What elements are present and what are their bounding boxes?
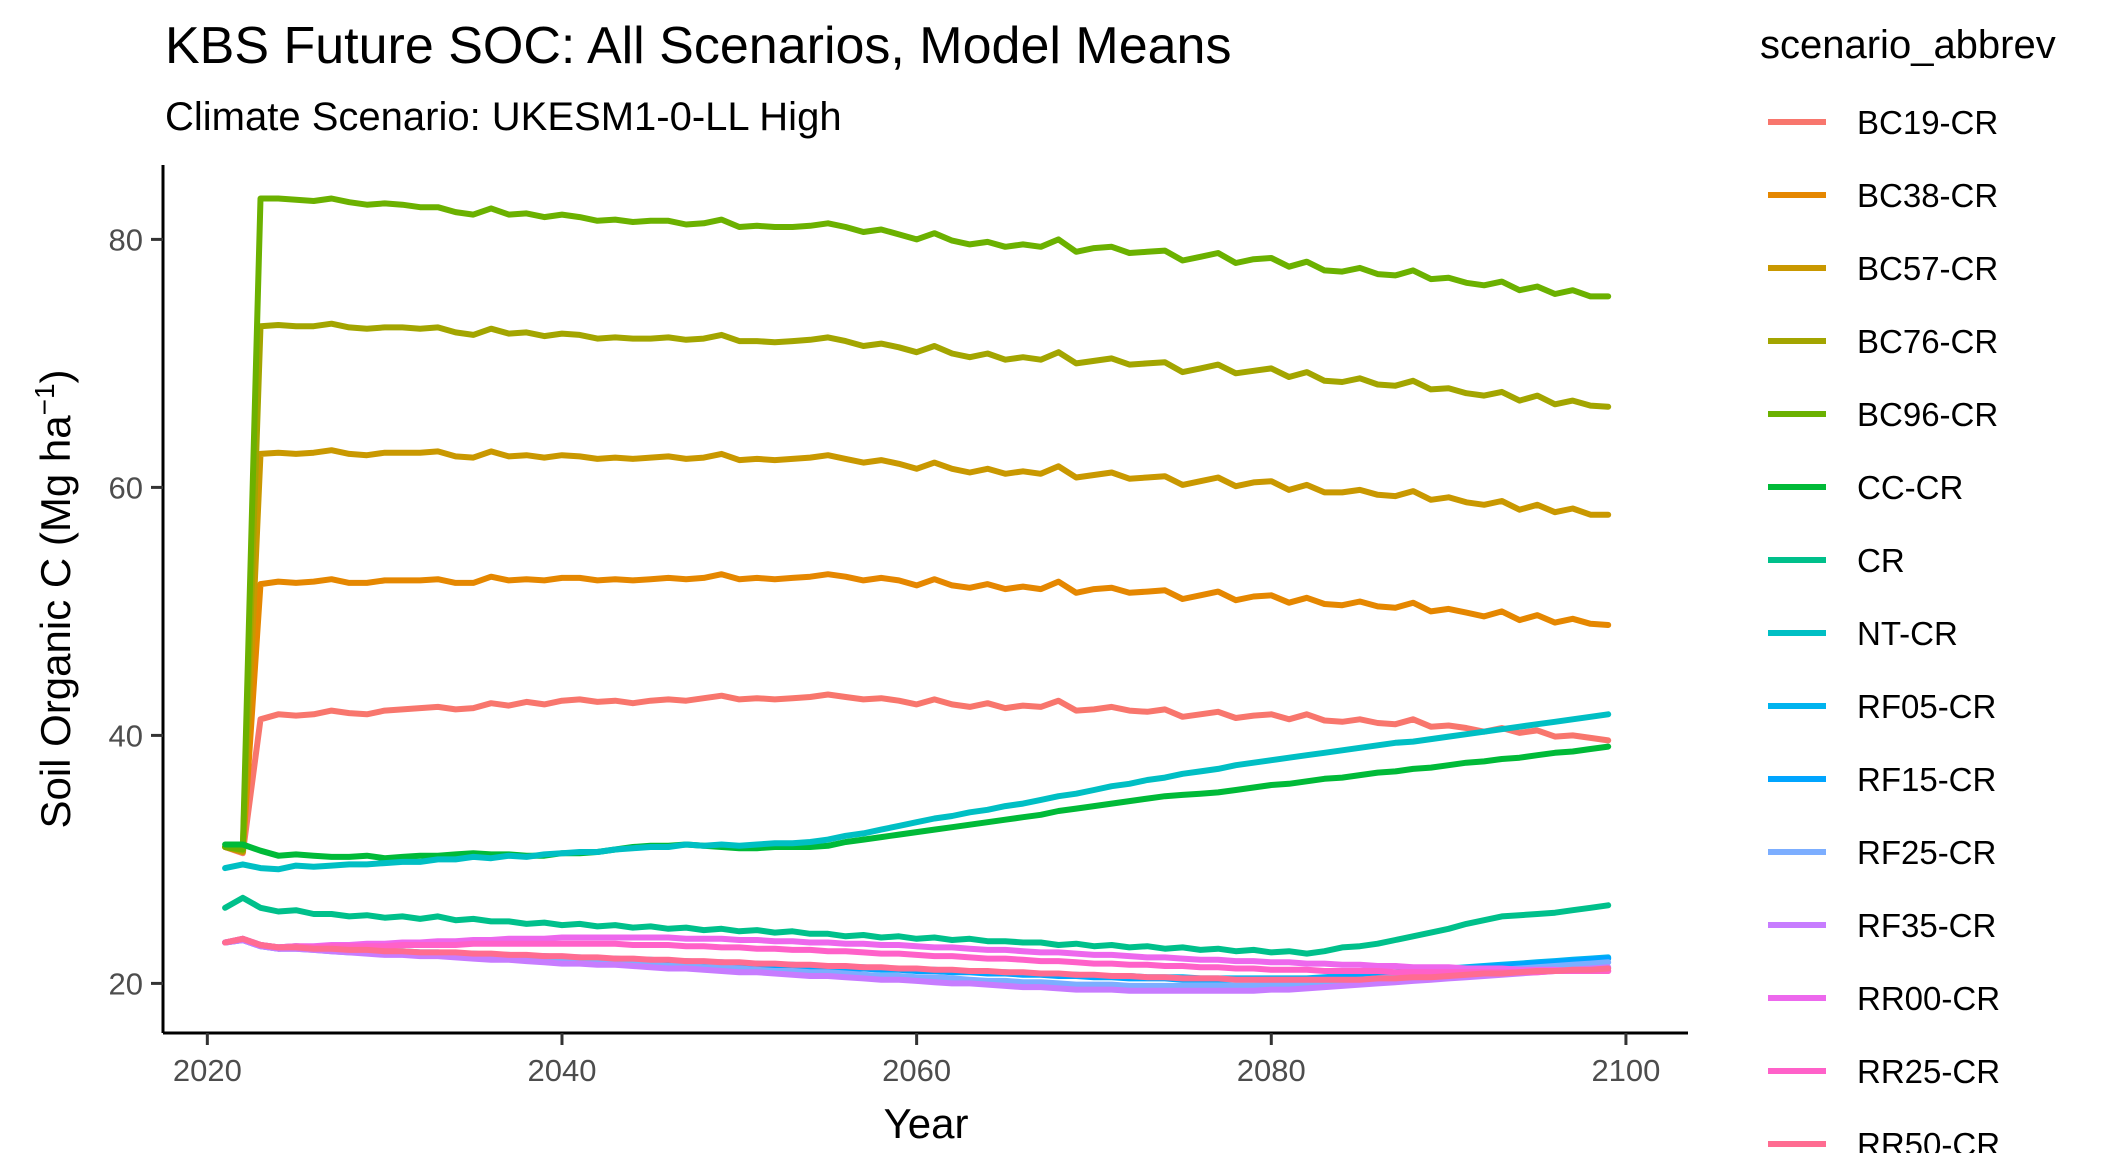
y-axis-title-close: ) bbox=[32, 369, 79, 383]
legend-item: BC19-CR bbox=[1768, 104, 1998, 141]
series-line-nt-cr bbox=[222, 711, 1612, 873]
y-tick-label: 40 bbox=[109, 718, 143, 753]
legend-title: scenario_abbrev bbox=[1760, 23, 2056, 67]
legend-item: BC96-CR bbox=[1768, 396, 1998, 433]
legend-label: RF25-CR bbox=[1857, 834, 1996, 871]
chart-title: KBS Future SOC: All Scenarios, Model Mea… bbox=[165, 17, 1231, 75]
plot-lines bbox=[222, 195, 1612, 994]
legend-label: BC96-CR bbox=[1857, 396, 1998, 433]
x-axis-title: Year bbox=[884, 1100, 969, 1147]
legend-item: RR00-CR bbox=[1768, 980, 2000, 1017]
legend-item: BC38-CR bbox=[1768, 177, 1998, 214]
x-tick-label: 2060 bbox=[882, 1053, 951, 1088]
legend-label: CC-CR bbox=[1857, 469, 1963, 506]
series-line-rr00-cr bbox=[222, 934, 1612, 974]
series-line-bc76-cr bbox=[222, 320, 1612, 854]
legend-item: NT-CR bbox=[1768, 615, 1958, 652]
legend-label: BC57-CR bbox=[1857, 250, 1998, 287]
series-line-rr25-cr bbox=[222, 935, 1612, 976]
legend-item: BC76-CR bbox=[1768, 323, 1998, 360]
legend-label: RF35-CR bbox=[1857, 907, 1996, 944]
y-axis-title: Soil Organic C (Mg ha−1) bbox=[29, 369, 79, 828]
x-tick-label: 2020 bbox=[173, 1053, 242, 1088]
legend-item: RF05-CR bbox=[1768, 688, 1996, 725]
legend-label: CR bbox=[1857, 542, 1905, 579]
legend-item: CR bbox=[1768, 542, 1905, 579]
legend-label: NT-CR bbox=[1857, 615, 1958, 652]
series-line-bc38-cr bbox=[222, 571, 1612, 855]
legend-item: RF25-CR bbox=[1768, 834, 1996, 871]
y-axis-title-unit-sup: −1 bbox=[29, 383, 60, 415]
y-tick-label: 80 bbox=[109, 222, 143, 257]
series-line-rr50-cr bbox=[222, 935, 1612, 983]
x-tick-label: 2040 bbox=[527, 1053, 596, 1088]
series-line-rf35-cr bbox=[222, 937, 1612, 994]
legend-label: RR25-CR bbox=[1857, 1053, 2000, 1090]
legend-item: CC-CR bbox=[1768, 469, 1963, 506]
legend: BC19-CR BC38-CR BC57-CR BC76-CR BC96-CR CC-CR… bbox=[1768, 104, 2000, 1153]
legend-label: RF15-CR bbox=[1857, 761, 1996, 798]
legend-label: BC38-CR bbox=[1857, 177, 1998, 214]
x-tick-label: 2100 bbox=[1591, 1053, 1660, 1088]
legend-label: RR50-CR bbox=[1857, 1126, 2000, 1153]
y-axis-ticks: 20 40 60 80 bbox=[109, 222, 163, 1001]
legend-item: RR25-CR bbox=[1768, 1053, 2000, 1090]
series-line-cr bbox=[222, 894, 1612, 957]
y-tick-label: 60 bbox=[109, 470, 143, 505]
series-line-bc57-cr bbox=[222, 447, 1612, 855]
legend-item: RF15-CR bbox=[1768, 761, 1996, 798]
x-axis-ticks: 2020 2040 2060 2080 2100 bbox=[173, 1033, 1660, 1088]
series-line-bc19-cr bbox=[222, 691, 1612, 857]
series-line-bc96-cr bbox=[222, 195, 1612, 853]
y-axis-title-main: Soil Organic C (Mg ha bbox=[32, 415, 79, 829]
legend-label: RF05-CR bbox=[1857, 688, 1996, 725]
x-tick-label: 2080 bbox=[1237, 1053, 1306, 1088]
y-tick-label: 20 bbox=[109, 966, 143, 1001]
chart-subtitle: Climate Scenario: UKESM1-0-LL High bbox=[165, 95, 842, 139]
series-line-cc-cr bbox=[222, 743, 1612, 862]
legend-item: RF35-CR bbox=[1768, 907, 1996, 944]
legend-label: BC19-CR bbox=[1857, 104, 1998, 141]
legend-item: RR50-CR bbox=[1768, 1126, 2000, 1153]
legend-label: RR00-CR bbox=[1857, 980, 2000, 1017]
legend-label: BC76-CR bbox=[1857, 323, 1998, 360]
legend-item: BC57-CR bbox=[1768, 250, 1998, 287]
